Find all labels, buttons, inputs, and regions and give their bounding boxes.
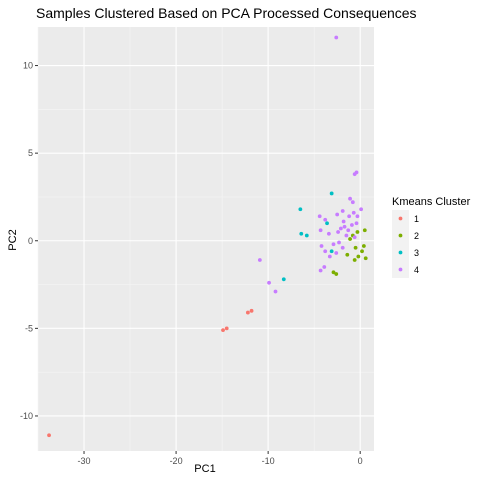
data-point-cluster-4 bbox=[350, 223, 354, 227]
data-point-cluster-4 bbox=[348, 196, 352, 201]
data-point-cluster-4 bbox=[326, 231, 331, 236]
data-point-cluster-1 bbox=[245, 310, 250, 315]
data-point-cluster-3 bbox=[329, 191, 334, 196]
data-points bbox=[47, 35, 368, 438]
data-point-cluster-4 bbox=[338, 226, 343, 231]
data-point-cluster-2 bbox=[363, 256, 368, 261]
data-point-cluster-4 bbox=[354, 221, 359, 226]
data-point-cluster-4 bbox=[335, 212, 340, 217]
data-point-cluster-2 bbox=[348, 237, 352, 241]
legend: Kmeans Cluster 1 2 3 4 bbox=[392, 196, 471, 278]
data-point-cluster-3 bbox=[299, 231, 304, 236]
data-point-cluster-4 bbox=[318, 268, 323, 273]
data-point-cluster-2 bbox=[334, 272, 339, 276]
data-point-cluster-2 bbox=[355, 230, 360, 234]
data-point-cluster-4 bbox=[323, 217, 328, 222]
data-point-cluster-3 bbox=[298, 207, 303, 212]
x-axis-title: PC1 bbox=[194, 463, 215, 475]
data-point-cluster-4 bbox=[344, 233, 349, 238]
data-point-cluster-4 bbox=[340, 245, 345, 250]
data-point-cluster-4 bbox=[347, 214, 352, 219]
data-point-cluster-4 bbox=[359, 207, 364, 212]
data-point-cluster-4 bbox=[352, 235, 357, 240]
data-point-cluster-4 bbox=[350, 200, 355, 205]
data-point-cluster-2 bbox=[331, 270, 336, 275]
data-point-cluster-3 bbox=[325, 221, 329, 226]
data-point-cluster-2 bbox=[345, 252, 350, 257]
y-tick-label: -10 bbox=[20, 411, 33, 421]
chart-title: Samples Clustered Based on PCA Processed… bbox=[36, 5, 417, 21]
legend-key-1 bbox=[398, 216, 403, 221]
data-point-cluster-4 bbox=[319, 244, 324, 248]
plot-panel bbox=[37, 27, 374, 451]
data-point-cluster-4 bbox=[331, 242, 336, 247]
legend-label-1: 1 bbox=[414, 214, 419, 224]
x-axis: -30 -20 -10 0 bbox=[78, 451, 363, 466]
y-tick-label: -5 bbox=[25, 323, 33, 333]
legend-title: Kmeans Cluster bbox=[392, 196, 471, 208]
data-point-cluster-4 bbox=[323, 249, 328, 254]
y-tick-label: 0 bbox=[28, 236, 33, 246]
data-point-cluster-4 bbox=[341, 219, 346, 224]
data-point-cluster-1 bbox=[221, 328, 225, 333]
data-point-cluster-3 bbox=[304, 233, 309, 238]
legend-label-3: 3 bbox=[414, 248, 419, 258]
data-point-cluster-1 bbox=[249, 308, 254, 313]
data-point-cluster-4 bbox=[318, 228, 323, 233]
data-point-cluster-4 bbox=[352, 172, 357, 177]
data-point-cluster-2 bbox=[361, 244, 366, 248]
data-point-cluster-4 bbox=[317, 214, 322, 219]
x-tick-label: -10 bbox=[262, 456, 275, 466]
x-tick-label: -30 bbox=[78, 456, 91, 466]
y-tick-label: 10 bbox=[23, 61, 33, 71]
legend-key-3 bbox=[398, 250, 403, 255]
data-point-cluster-2 bbox=[362, 228, 367, 233]
y-axis-title: PC2 bbox=[7, 229, 19, 250]
x-tick-label: -20 bbox=[170, 456, 183, 466]
data-point-cluster-4 bbox=[342, 224, 347, 229]
data-point-cluster-4 bbox=[337, 240, 341, 245]
data-point-cluster-3 bbox=[329, 249, 334, 254]
data-point-cluster-4 bbox=[346, 228, 351, 233]
data-point-cluster-4 bbox=[322, 265, 327, 269]
data-point-cluster-3 bbox=[281, 277, 286, 282]
y-axis: -10 -5 0 5 10 bbox=[20, 61, 38, 421]
data-point-cluster-4 bbox=[327, 254, 332, 259]
data-point-cluster-4 bbox=[340, 209, 345, 213]
data-point-cluster-4 bbox=[257, 258, 262, 262]
data-point-cluster-2 bbox=[360, 249, 364, 254]
legend-key-2 bbox=[398, 233, 403, 238]
legend-label-4: 4 bbox=[414, 265, 419, 275]
data-point-cluster-4 bbox=[351, 210, 356, 215]
data-point-cluster-1 bbox=[224, 326, 229, 331]
data-point-cluster-2 bbox=[356, 254, 361, 259]
data-point-cluster-4 bbox=[334, 35, 339, 40]
legend-key-4 bbox=[398, 267, 403, 272]
data-point-cluster-1 bbox=[47, 433, 51, 438]
data-point-cluster-4 bbox=[273, 289, 278, 294]
data-point-cluster-4 bbox=[267, 280, 271, 285]
legend-label-2: 2 bbox=[414, 231, 419, 241]
data-point-cluster-2 bbox=[352, 258, 357, 262]
data-point-cluster-2 bbox=[353, 245, 358, 250]
data-point-cluster-4 bbox=[336, 230, 340, 234]
x-tick-label: 0 bbox=[358, 456, 363, 466]
plot-background bbox=[38, 27, 374, 451]
y-tick-label: 5 bbox=[28, 148, 33, 158]
data-point-cluster-4 bbox=[334, 251, 339, 255]
data-point-cluster-4 bbox=[355, 214, 360, 219]
